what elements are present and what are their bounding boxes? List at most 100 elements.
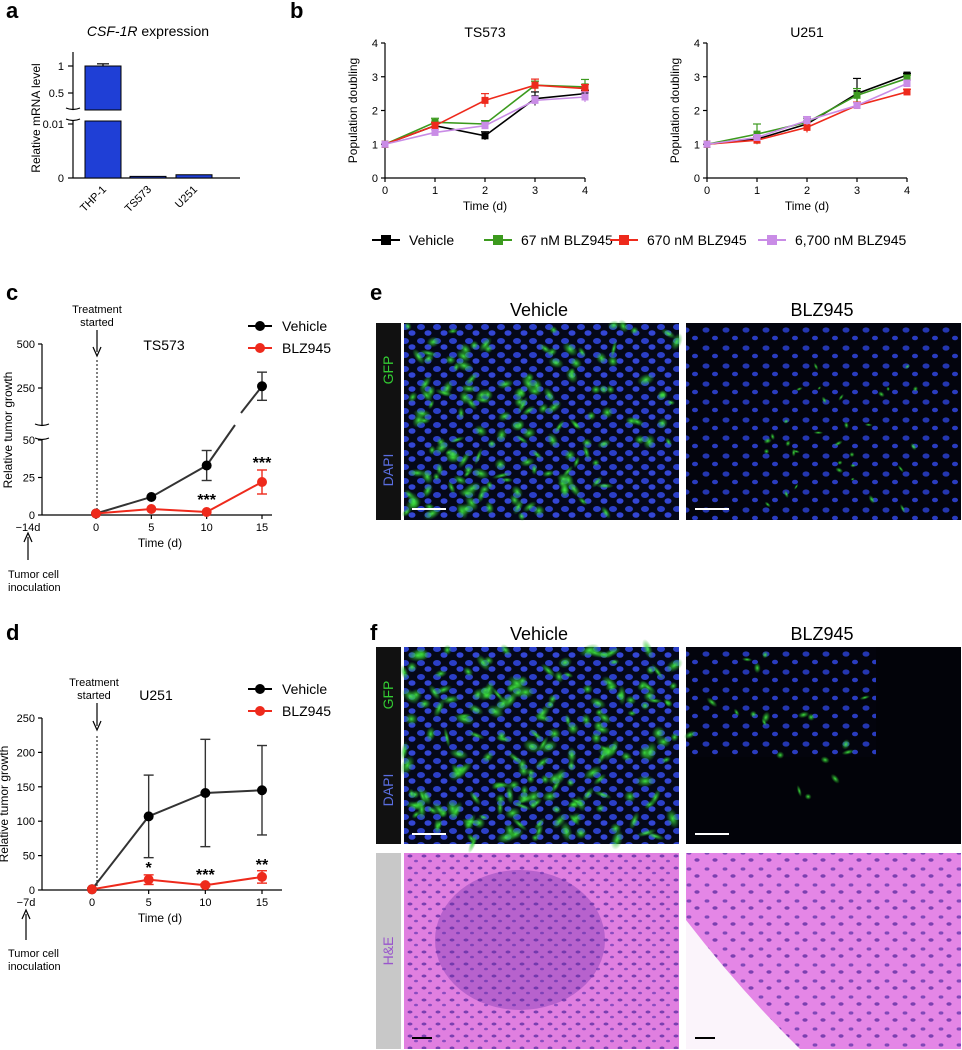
gfp-cell [475, 654, 491, 672]
gfp-cell [467, 703, 484, 716]
gfp-cell [564, 713, 572, 728]
gfp-cell [599, 384, 609, 395]
gfp-cell [791, 448, 796, 457]
gfp-cell [610, 339, 618, 358]
gfp-cell [625, 695, 637, 705]
gfp-cell [569, 797, 585, 806]
gfp-cell [404, 712, 419, 726]
point-6,700 nM BLZ945 [431, 128, 439, 136]
legend-label-0: Vehicle [282, 318, 327, 334]
gfp-cell [512, 498, 524, 515]
gfp-cell [664, 437, 673, 446]
gfp-cell [542, 790, 558, 803]
gfp-cell [467, 731, 485, 740]
gfp-cell [548, 694, 557, 705]
panel-label-f: f [370, 620, 378, 645]
xtick-U251: U251 [173, 184, 200, 211]
gfp-cell [526, 773, 535, 784]
gfp-cell [897, 465, 904, 473]
point-6,700 nM BLZ945 [853, 101, 861, 109]
panel-b-chart-u251: 0 1 2 3 4 0 1 2 3 4 Time (d) Population doubling U25… [668, 24, 911, 213]
gfp-cell [670, 732, 679, 742]
gfp-cell [904, 364, 910, 370]
gfp-cell [463, 470, 471, 478]
gfp-cell [528, 801, 538, 810]
gfp-cell [665, 808, 680, 829]
gfp-cell [548, 357, 564, 369]
point-Vehicle [143, 811, 154, 822]
gfp-cell [804, 793, 812, 800]
gfp-cell [595, 352, 607, 365]
gfp-cell [657, 417, 668, 429]
annot-treat-1: Treatment [72, 304, 122, 316]
gfp-cell [807, 713, 815, 721]
xtick-TS573: TS573 [123, 184, 154, 215]
bar-THP-1-upper [84, 65, 122, 111]
series-line-6,700 nM BLZ945 [706, 82, 908, 146]
gfp-cell [432, 802, 448, 818]
gfp-cell [683, 730, 697, 740]
gfp-cell [849, 451, 855, 458]
legend-marker [619, 235, 629, 245]
point-6,700 nM BLZ945 [481, 122, 489, 130]
point-670 nM BLZ945 [431, 122, 439, 130]
panel-e-stain-gfp: GFP [380, 356, 396, 385]
series-line-Vehicle [706, 74, 908, 146]
ytick-label: 2 [694, 106, 700, 118]
gfp-cell [500, 477, 513, 483]
gfp-cell [459, 384, 478, 394]
gfp-cell [495, 793, 506, 805]
x-axis-label: Time (d) [463, 199, 507, 213]
gfp-cell [496, 730, 507, 742]
point-Vehicle [481, 132, 489, 140]
gfp-cell [522, 427, 536, 439]
gfp-cell [658, 390, 669, 400]
gfp-cell [764, 501, 771, 508]
gfp-cell [496, 427, 508, 443]
legend-marker [255, 684, 265, 694]
point-BLZ945 [200, 880, 211, 891]
gfp-cell [475, 388, 489, 401]
panel-a-ytick-1: 1 [58, 61, 64, 73]
gfp-cell [435, 388, 454, 398]
gfp-cell [548, 727, 561, 740]
bar-TS573 [129, 175, 167, 179]
xtick-label: 5 [146, 897, 152, 909]
gfp-cell [481, 751, 494, 763]
ytick-label: 0 [694, 173, 700, 185]
ytick-label: 0 [29, 510, 35, 522]
ytick-label: 4 [694, 38, 700, 50]
gfp-cell [850, 463, 856, 468]
gfp-cell [640, 701, 650, 711]
legend-marker [493, 235, 503, 245]
gfp-cell [401, 688, 420, 705]
xtick-label: 0 [704, 185, 710, 197]
panel-a-ytick-0.5: 0.5 [49, 88, 64, 100]
panel-f-stain-gfp: GFP [380, 681, 396, 710]
gfp-cell [643, 434, 656, 450]
panel-f-col-vehicle: Vehicle [510, 624, 568, 644]
point-670 nM BLZ945 [531, 81, 539, 89]
gfp-cell [667, 399, 676, 406]
panel-a-title-gene: CSF-1R [87, 23, 138, 39]
ytick-label: 25 [23, 473, 35, 485]
ytick-label: 3 [694, 72, 700, 84]
legend-label-1: BLZ945 [282, 340, 331, 356]
gfp-cell [550, 779, 561, 793]
gfp-cell [407, 468, 427, 478]
gfp-cell [559, 485, 570, 496]
gfp-cell [565, 368, 578, 384]
legend-label-1: BLZ945 [282, 703, 331, 719]
point-670 nM BLZ945 [903, 88, 911, 96]
gfp-cell [531, 463, 538, 476]
gfp-cell [404, 322, 412, 331]
gfp-cell [408, 788, 415, 799]
gfp-cell [566, 778, 575, 787]
gfp-cell [425, 726, 436, 742]
gfp-cell [651, 725, 665, 741]
gfp-cell [453, 713, 475, 725]
gfp-cell [607, 355, 619, 368]
gfp-cell [569, 357, 583, 370]
gfp-cell [595, 804, 605, 813]
